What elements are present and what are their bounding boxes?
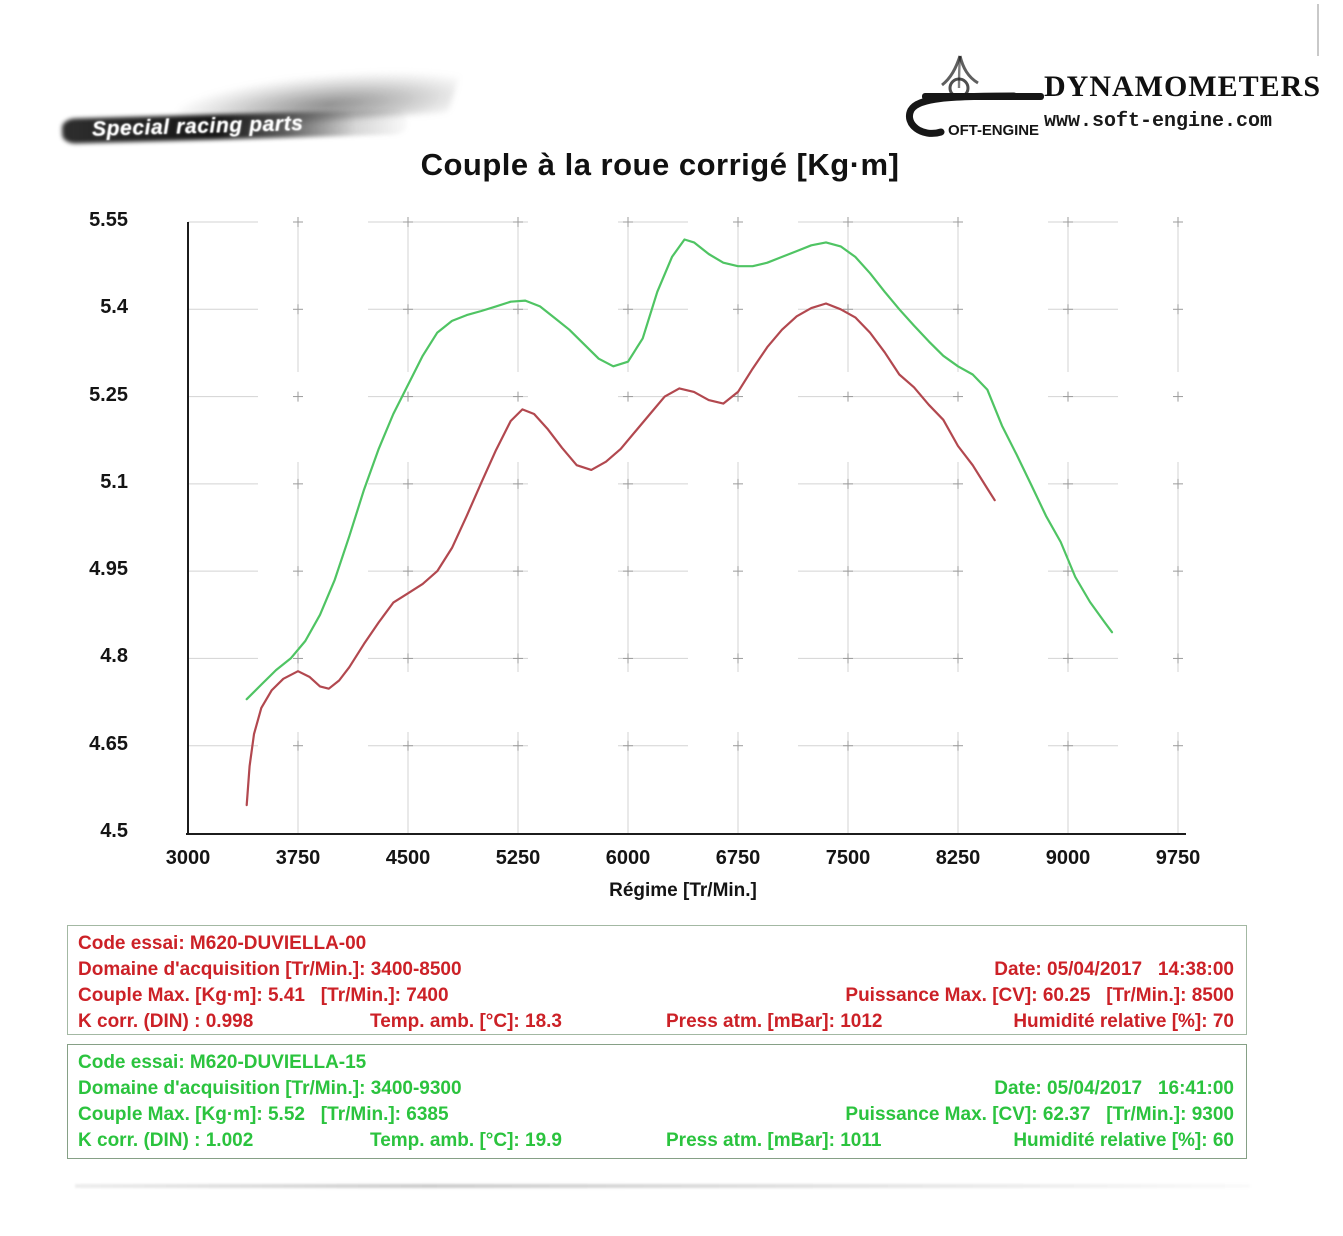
date-red: Date: 05/04/2017 14:38:00 — [994, 959, 1234, 980]
x-tick-label: 3000 — [165, 847, 211, 869]
domaine-green: Domaine d'acquisition [Tr/Min.]: 3400-93… — [78, 1078, 462, 1099]
svg-text:OFT-ENGINE: OFT-ENGINE — [948, 122, 1040, 139]
y-tick-label: 4.8 — [100, 645, 128, 668]
y-tick-label: 5.4 — [100, 296, 128, 319]
torque-curve-red — [245, 302, 996, 807]
kcorr-green: K corr. (DIN) : 1.002 — [78, 1130, 254, 1151]
y-tick-label: 4.5 — [100, 820, 128, 842]
press-green: Press atm. [mBar]: 1011 — [666, 1130, 882, 1151]
brand-title: DYNAMOMETERS — [1044, 70, 1322, 103]
soft-engine-s-icon: OFT-ENGINE — [906, 55, 1044, 139]
chart-title: Couple à la roue corrigé [Kg·m] — [420, 147, 900, 182]
y-tick-label: 5.55 — [89, 209, 128, 231]
code-essai-green: Code essai: M620-DUVIELLA-15 — [78, 1052, 367, 1073]
scan-artifact-line — [1317, 4, 1319, 56]
torque-curve-green — [245, 238, 1114, 701]
y-tick-label: 5.25 — [89, 383, 128, 406]
humidite-green: Humidité relative [%]: 60 — [1013, 1130, 1234, 1151]
couple-max-red: Couple Max. [Kg·m]: 5.41 [Tr/Min.]: 7400 — [78, 985, 449, 1006]
couple-max-green: Couple Max. [Kg·m]: 5.52 [Tr/Min.]: 6385 — [78, 1104, 449, 1125]
x-tick-label: 6000 — [605, 847, 651, 869]
scan-artifact-smear — [75, 1184, 1250, 1188]
info-box-test-00: Code essai: M620-DUVIELLA-00 Domaine d'a… — [67, 925, 1247, 1035]
x-tick-label: 6750 — [715, 847, 761, 869]
y-tick-label: 4.95 — [89, 558, 128, 581]
date-green: Date: 05/04/2017 16:41:00 — [994, 1078, 1234, 1099]
y-tick-label: 4.65 — [89, 732, 128, 755]
x-tick-label: 3750 — [275, 847, 321, 869]
code-essai-red: Code essai: M620-DUVIELLA-00 — [78, 933, 367, 954]
press-red: Press atm. [mBar]: 1012 — [666, 1011, 883, 1032]
brand-url: www.soft-engine.com — [1044, 110, 1273, 133]
soft-engine-logo: OFT-ENGINE DYNAMOMETERS www.soft-engine.… — [896, 52, 1320, 148]
torque-chart — [186, 217, 1186, 835]
x-axis-title: Régime [Tr/Min.] — [609, 880, 757, 901]
kcorr-red: K corr. (DIN) : 0.998 — [78, 1011, 254, 1032]
temp-green: Temp. amb. [°C]: 19.9 — [370, 1130, 563, 1151]
x-tick-label: 9000 — [1045, 847, 1091, 869]
x-tick-label: 7500 — [825, 847, 871, 869]
info-box-test-15: Code essai: M620-DUVIELLA-15 Domaine d'a… — [67, 1044, 1247, 1159]
domaine-red: Domaine d'acquisition [Tr/Min.]: 3400-85… — [78, 959, 462, 980]
humidite-red: Humidité relative [%]: 70 — [1013, 1011, 1234, 1032]
puissance-max-red: Puissance Max. [CV]: 60.25 [Tr/Min.]: 85… — [845, 985, 1234, 1006]
temp-red: Temp. amb. [°C]: 18.3 — [370, 1011, 563, 1032]
x-tick-label: 8250 — [935, 847, 981, 869]
y-tick-label: 5.1 — [100, 470, 128, 493]
puissance-max-green: Puissance Max. [CV]: 62.37 [Tr/Min.]: 93… — [845, 1104, 1234, 1125]
x-tick-label: 5250 — [495, 847, 541, 869]
x-tick-label: 9750 — [1155, 847, 1201, 869]
x-tick-label: 4500 — [385, 847, 431, 869]
